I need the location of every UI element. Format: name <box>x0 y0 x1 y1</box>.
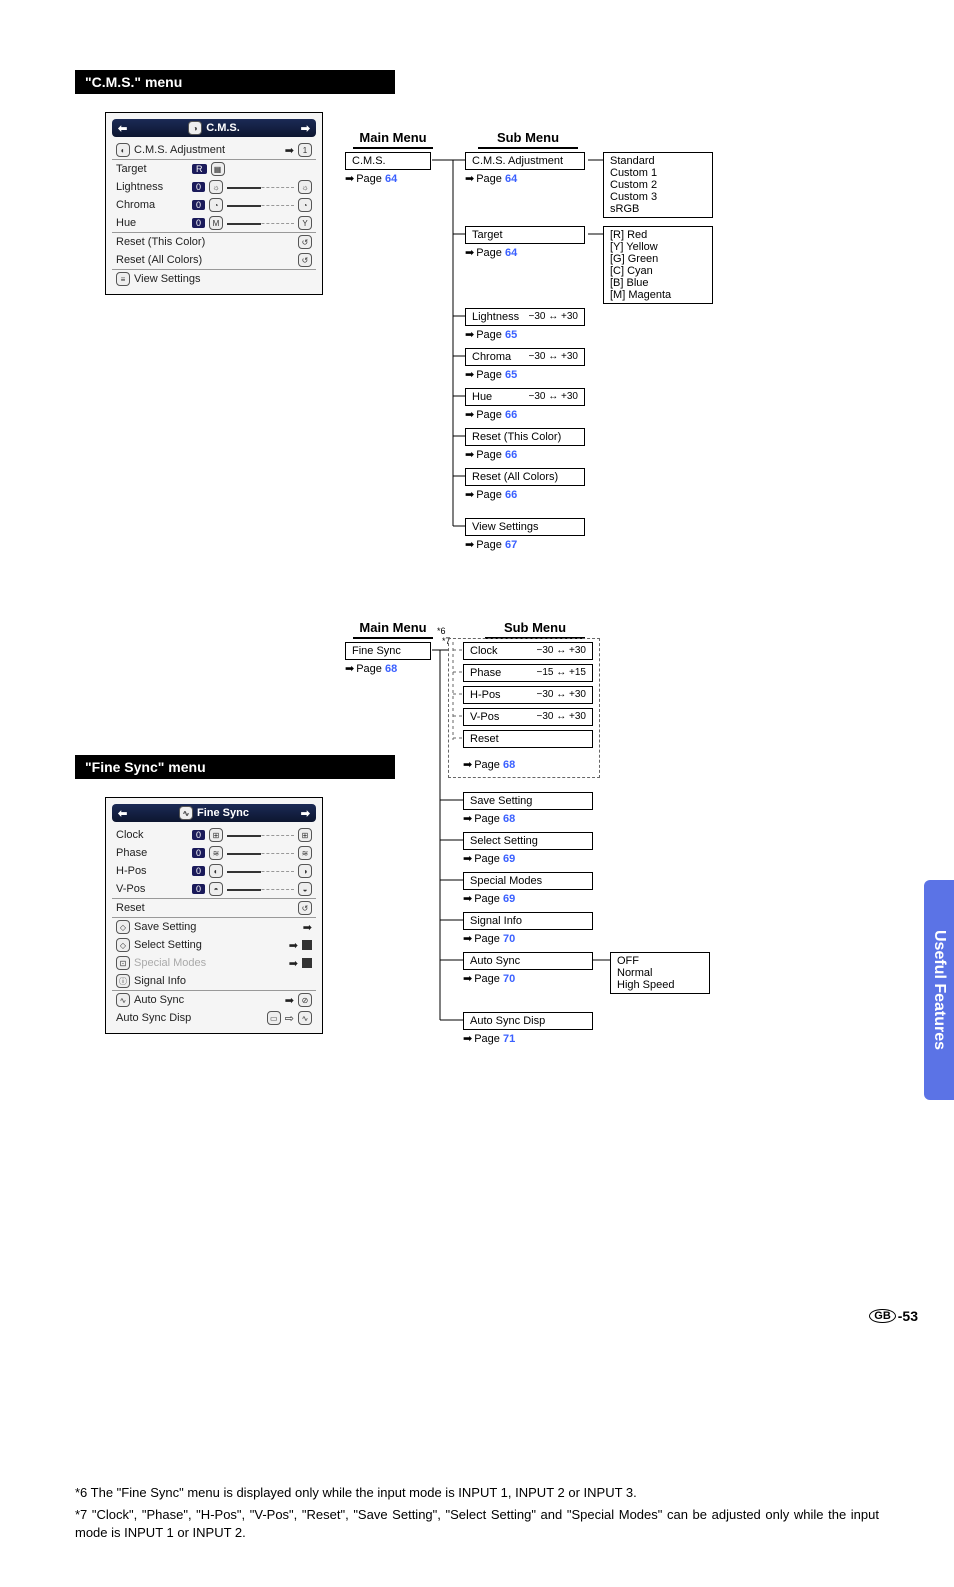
menu-box: Auto Sync <box>463 952 593 970</box>
square-icon <box>302 958 312 968</box>
hue-m-icon: M <box>209 216 223 230</box>
diamond-icon: ◇ <box>116 920 130 934</box>
left-arrow-icon: ⬅ <box>118 807 127 820</box>
diamond-icon: ◇ <box>116 938 130 952</box>
reset-icon: ↺ <box>298 235 312 249</box>
right-arrow-icon: ➡ <box>301 807 310 820</box>
finesync-osd: ⬅ ∿ Fine Sync ➡ Clock 0 ⊞ ⊞ Phase 0 ≋ ≋ … <box>105 797 323 1034</box>
reset-icon: ↺ <box>298 901 312 915</box>
clock-icon: ⊞ <box>298 828 312 842</box>
chroma-icon: ◔ <box>209 198 223 212</box>
menu-box: Signal Info <box>463 912 593 930</box>
palette-icon: ▦ <box>211 162 225 176</box>
menu-box: View Settings <box>465 518 585 536</box>
right-arrow-icon: ➡ <box>285 994 294 1007</box>
cms-icon: ◑ <box>188 121 202 135</box>
page-link[interactable]: Page 65 <box>465 368 585 381</box>
menu-box: Chroma−30 ↔ +30 <box>465 348 585 366</box>
disp-icon: ∿ <box>298 1011 312 1025</box>
sync-icon: ∿ <box>116 993 130 1007</box>
page-link[interactable]: Page 66 <box>465 488 585 501</box>
side-tab: Useful Features <box>924 880 954 1100</box>
page-link[interactable]: Page 69 <box>463 852 593 865</box>
menu-box: Hue−30 ↔ +30 <box>465 388 585 406</box>
right-arrow-icon: ➡ <box>301 122 310 135</box>
finesync-diagram: Main Menu Sub Menu *6 *7 Fine Sync Page … <box>345 620 865 1060</box>
menu-box: Phase−15 ↔ +15 <box>463 664 593 682</box>
page-link[interactable]: Page 69 <box>463 892 593 905</box>
hpos-icon: ◑ <box>298 864 312 878</box>
page-link[interactable]: Page 68 <box>345 662 431 675</box>
menu-box: Auto Sync Disp <box>463 1012 593 1030</box>
menu-box: Special Modes <box>463 872 593 890</box>
footnotes: *6 The "Fine Sync" menu is displayed onl… <box>75 1484 879 1543</box>
disp-icon: ▭ <box>267 1011 281 1025</box>
hue-y-icon: Y <box>298 216 312 230</box>
menu-box: V-Pos−30 ↔ +30 <box>463 708 593 726</box>
page-link[interactable]: Page 70 <box>463 972 593 985</box>
page-link[interactable]: Page 66 <box>465 448 585 461</box>
cms-diagram: Main Menu Sub Menu C.M.S. Page 64 C.M.S.… <box>345 130 865 560</box>
menu-box: Reset <box>463 730 593 748</box>
adjust-icon: ◐ <box>116 143 130 157</box>
page-link[interactable]: Page 70 <box>463 932 593 945</box>
right-arrow-icon: ➡ <box>289 957 298 970</box>
page-footer: GB -53 <box>869 1308 918 1324</box>
clock-icon: ⊞ <box>209 828 223 842</box>
menu-box: Save Setting <box>463 792 593 810</box>
menu-box: C.M.S. Adjustment <box>465 152 585 170</box>
page-link[interactable]: Page 68 <box>463 812 593 825</box>
right-arrow-icon: ⇨ <box>285 1012 294 1025</box>
cms-osd: ⬅ ◑ C.M.S. ➡ ◐ C.M.S. Adjustment ➡ 1 Tar… <box>105 112 323 295</box>
left-arrow-icon: ⬅ <box>118 122 127 135</box>
menu-box: Reset (All Colors) <box>465 468 585 486</box>
page-link[interactable]: Page 66 <box>465 408 585 421</box>
info-icon: ⓘ <box>116 974 130 988</box>
page-link[interactable]: Page 71 <box>463 1032 593 1045</box>
square-icon <box>302 940 312 950</box>
sync-icon: ∿ <box>179 806 193 820</box>
hpos-icon: ◐ <box>209 864 223 878</box>
cms-header: "C.M.S." menu <box>75 70 395 94</box>
menu-box: Reset (This Color) <box>465 428 585 446</box>
menu-box: Target <box>465 226 585 244</box>
phase-icon: ≋ <box>209 846 223 860</box>
page-link[interactable]: Page 67 <box>465 538 585 551</box>
menu-box: H-Pos−30 ↔ +30 <box>463 686 593 704</box>
page-link[interactable]: Page 68 <box>463 758 515 771</box>
menu-box: Select Setting <box>463 832 593 850</box>
mode-icon: ⊡ <box>116 956 130 970</box>
page-link[interactable]: Page 65 <box>465 328 585 341</box>
reset-icon: ↺ <box>298 253 312 267</box>
page-link[interactable]: Page 64 <box>345 172 431 185</box>
chroma-icon: ◔ <box>298 198 312 212</box>
menu-box: Clock−30 ↔ +30 <box>463 642 593 660</box>
vpos-icon: ◒ <box>298 882 312 896</box>
menu-box: Lightness−30 ↔ +30 <box>465 308 585 326</box>
page-link[interactable]: Page 64 <box>465 246 585 259</box>
sun-icon: ☼ <box>209 180 223 194</box>
vpos-icon: ◓ <box>209 882 223 896</box>
phase-icon: ≋ <box>298 846 312 860</box>
right-arrow-icon: ➡ <box>289 939 298 952</box>
disabled-icon: ⊘ <box>298 993 312 1007</box>
page-link[interactable]: Page 64 <box>465 172 585 185</box>
sun-icon: ☼ <box>298 180 312 194</box>
right-arrow-icon: ➡ <box>303 921 312 934</box>
right-arrow-icon: ➡ <box>285 144 294 157</box>
list-icon: ≡ <box>116 272 130 286</box>
